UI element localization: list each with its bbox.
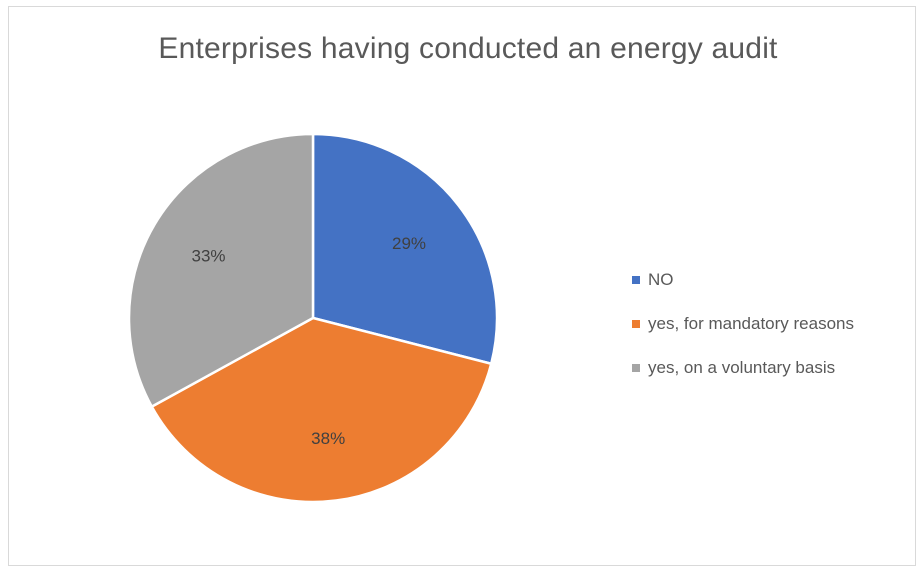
legend-swatch-mandatory	[632, 320, 640, 328]
legend-swatch-no	[632, 276, 640, 284]
pie-label-mandatory: 38%	[311, 429, 345, 448]
legend: NO yes, for mandatory reasons yes, on a …	[632, 258, 854, 390]
pie-label-no: 29%	[392, 234, 426, 253]
pie-slice-mandatory	[150, 316, 493, 504]
legend-label-mandatory: yes, for mandatory reasons	[648, 314, 854, 333]
legend-item-mandatory: yes, for mandatory reasons	[632, 302, 854, 346]
legend-label-voluntary: yes, on a voluntary basis	[648, 358, 836, 377]
legend-item-voluntary: yes, on a voluntary basis	[632, 346, 854, 390]
legend-item-no: NO	[632, 258, 854, 302]
pie-slice-no	[311, 132, 499, 366]
pie-label-voluntary: 33%	[191, 247, 225, 266]
pie-slice-voluntary	[127, 132, 315, 408]
legend-label-no: NO	[648, 270, 674, 289]
legend-swatch-voluntary	[632, 364, 640, 372]
chart-title: Enterprises having conducted an energy a…	[158, 32, 778, 65]
